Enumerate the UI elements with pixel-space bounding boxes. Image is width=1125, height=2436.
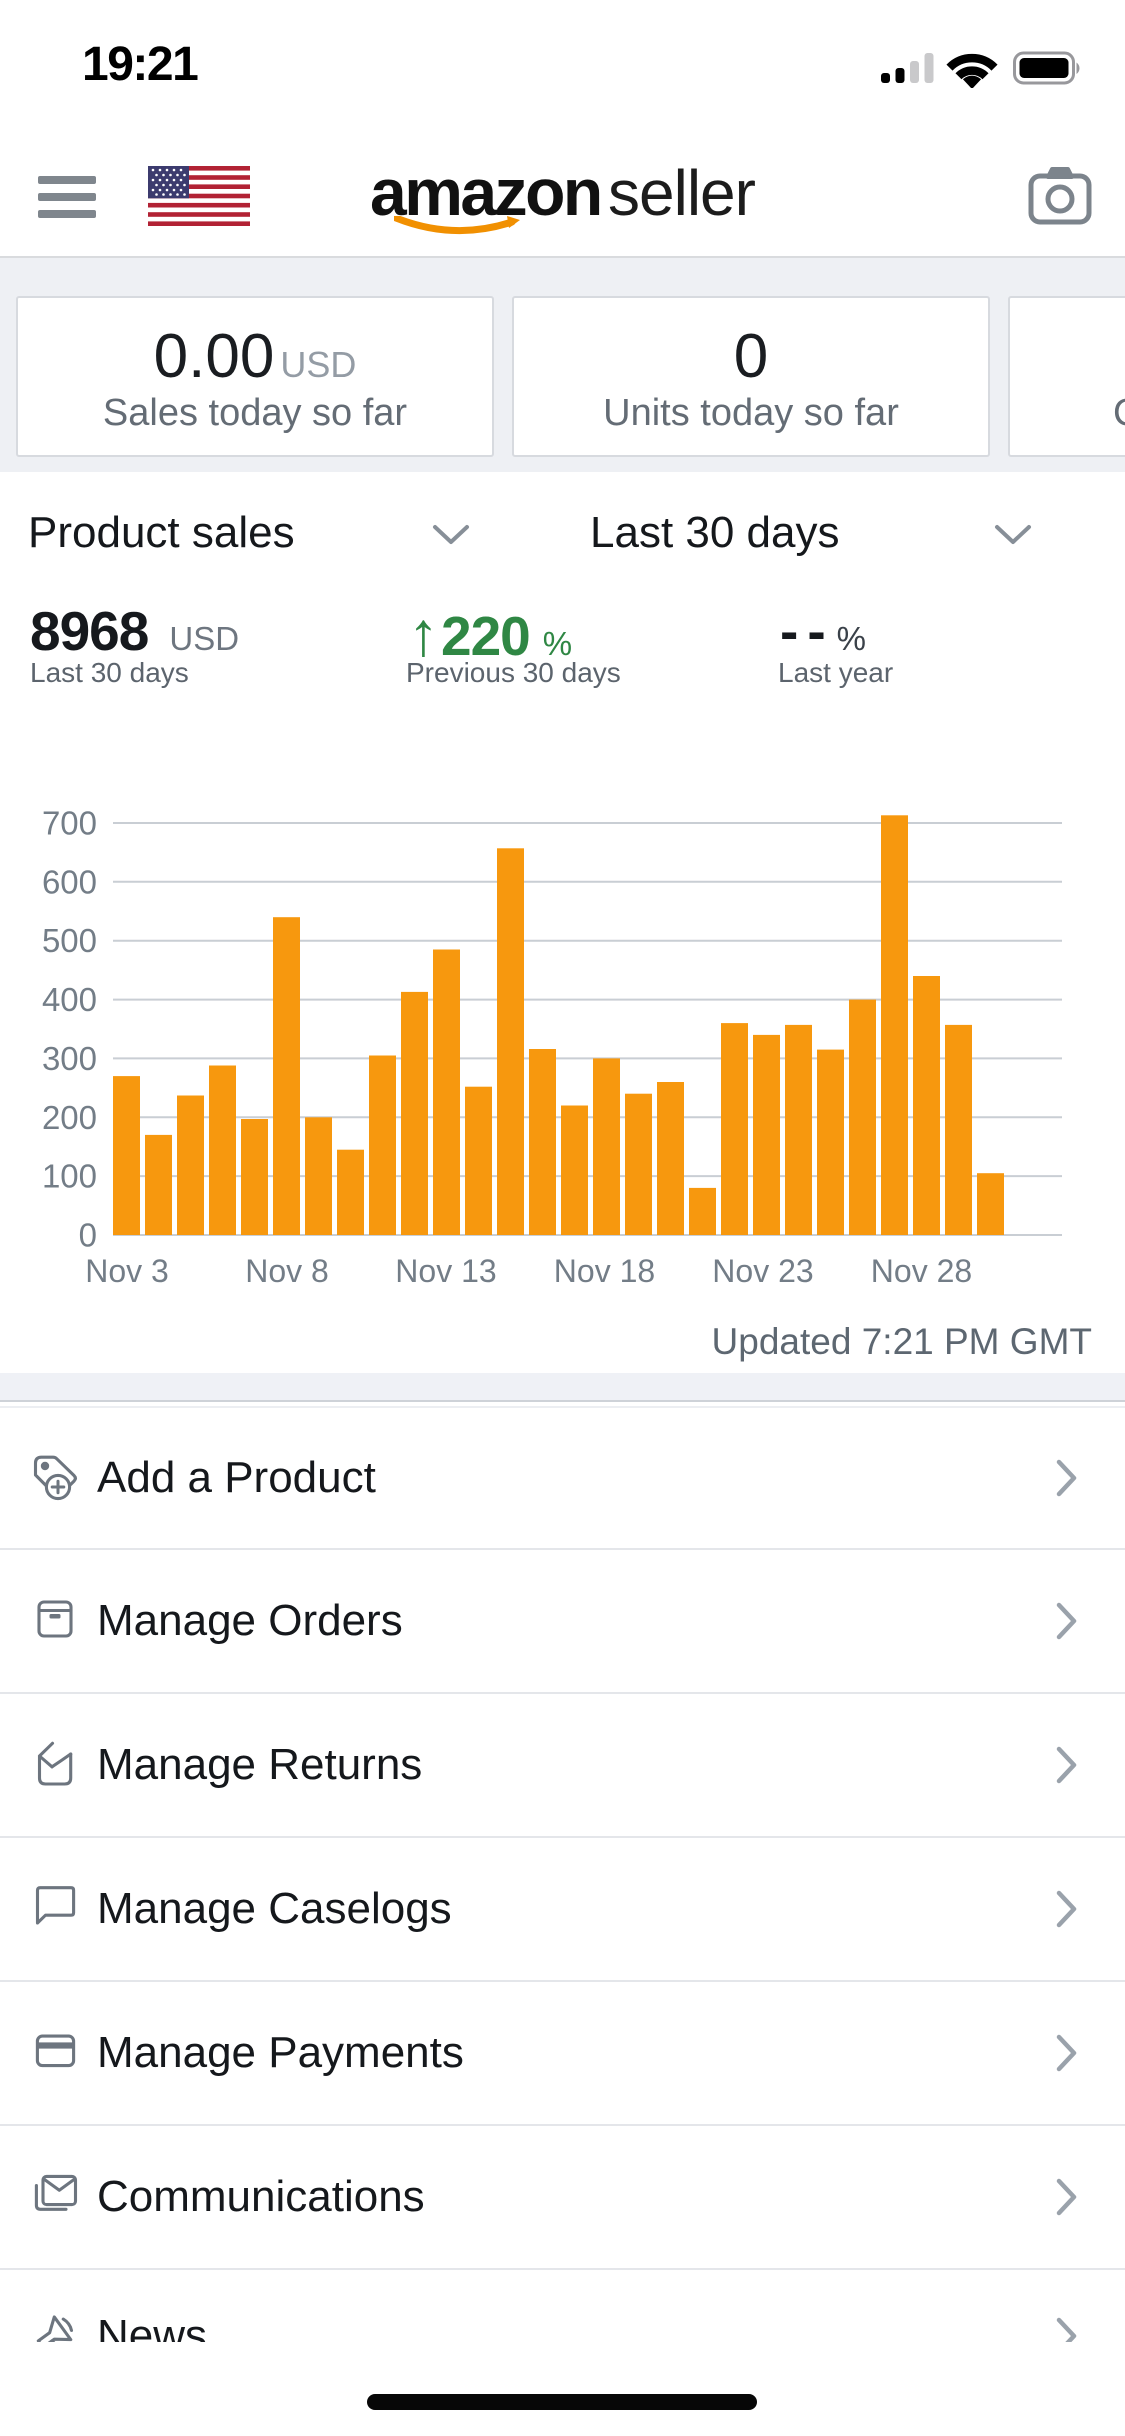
svg-text:400: 400: [42, 981, 97, 1018]
svg-text:Nov 3: Nov 3: [85, 1253, 169, 1289]
svg-text:600: 600: [42, 863, 97, 900]
svg-text:300: 300: [42, 1040, 97, 1077]
svg-text:Nov 28: Nov 28: [871, 1253, 972, 1289]
svg-text:Nov 13: Nov 13: [395, 1253, 496, 1289]
svg-text:Nov 18: Nov 18: [554, 1253, 655, 1289]
svg-text:700: 700: [42, 805, 97, 842]
svg-text:Nov 8: Nov 8: [245, 1253, 329, 1289]
svg-text:Nov 23: Nov 23: [712, 1253, 813, 1289]
svg-text:500: 500: [42, 922, 97, 959]
svg-text:0: 0: [79, 1217, 97, 1254]
svg-text:100: 100: [42, 1158, 97, 1195]
svg-text:200: 200: [42, 1099, 97, 1136]
